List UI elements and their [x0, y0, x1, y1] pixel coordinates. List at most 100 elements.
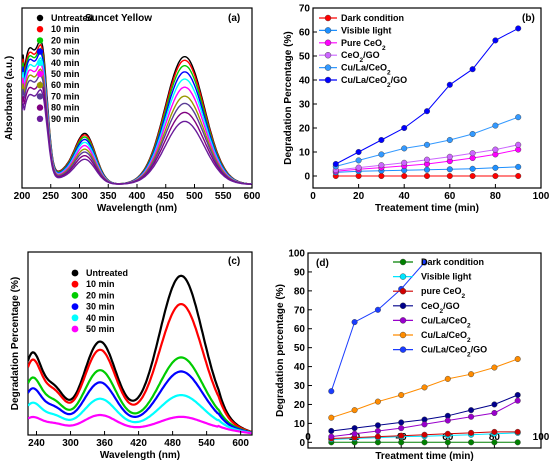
data-point	[491, 439, 498, 446]
legend-marker	[324, 27, 332, 34]
data-point	[514, 397, 521, 404]
series-line	[28, 302, 252, 434]
x-tick-label: 240	[28, 438, 45, 449]
x-tick-label: 100	[533, 191, 550, 202]
data-point	[421, 421, 428, 428]
data-point	[401, 159, 408, 166]
panel-c: 240 300 360 420 480 540 600 Wavelength (nm) Degr…	[10, 251, 253, 461]
data-point	[468, 371, 475, 378]
y-tick-label: 100	[288, 249, 305, 260]
x-tick-label: 540	[198, 438, 215, 449]
legend-label: Cu/La/CeO2/GO	[341, 75, 407, 89]
legend-marker	[36, 115, 44, 123]
legend-label: 40 min	[86, 313, 115, 323]
data-point	[469, 66, 476, 73]
legend-label: 30 min	[51, 47, 80, 57]
x-axis-label: Treatement time (min)	[375, 203, 479, 214]
y-tick-label: 0	[304, 172, 310, 183]
legend-marker	[71, 303, 79, 310]
data-point	[378, 162, 385, 169]
data-point	[446, 172, 453, 179]
data-point	[515, 163, 522, 170]
data-point	[421, 384, 428, 391]
legend-label: 40 min	[51, 58, 80, 68]
data-point	[421, 439, 428, 446]
series-line	[28, 274, 252, 434]
legend-label: Visible light	[421, 272, 471, 282]
data-point	[492, 146, 499, 153]
y-axis-label: Degradation Percentage (%)	[283, 31, 294, 164]
y-tick-label: 70	[294, 305, 306, 316]
data-point	[424, 108, 431, 115]
y-tick-label: 60	[299, 28, 311, 39]
data-point	[401, 172, 408, 179]
data-point	[398, 439, 405, 446]
x-tick-label: 350	[100, 191, 117, 202]
y-tick-label: 30	[294, 381, 306, 392]
x-tick-label: 360	[96, 438, 113, 449]
x-tick-label: 20	[353, 191, 365, 202]
legend-label: pure CeO2	[421, 286, 466, 300]
legend-marker	[71, 314, 79, 322]
data-point	[424, 156, 431, 163]
panel-b: 0 20 40 60 80 100 Treatement time (min) 0 10 20 30…	[283, 4, 550, 215]
x-tick-label: 300	[71, 191, 88, 202]
x-tick-label: 80	[490, 191, 502, 202]
data-point	[469, 130, 476, 137]
x-tick-label: 80	[489, 432, 501, 443]
panel-label: (a)	[228, 13, 240, 24]
data-point	[491, 401, 498, 408]
x-tick-label: 100	[533, 432, 550, 443]
legend-label: 90 min	[51, 114, 80, 124]
y-tick-label: 70	[299, 4, 311, 15]
x-tick-label: 40	[399, 191, 411, 202]
series-line	[22, 88, 252, 185]
data-point	[355, 157, 362, 164]
data-point	[514, 428, 521, 435]
y-tick-label: 50	[294, 343, 306, 354]
series-group	[28, 274, 252, 435]
legend-label: Cu/La/CeO2	[341, 63, 391, 77]
data-point	[469, 165, 476, 172]
panel-label: (c)	[228, 256, 240, 267]
series-line	[28, 370, 252, 434]
legend-label: Cu/La/CeO2	[421, 315, 471, 329]
legend-marker	[36, 37, 44, 44]
data-point	[491, 409, 498, 416]
series-line	[28, 413, 252, 435]
x-axis-label: Wavelength (nm)	[97, 203, 177, 214]
data-point	[492, 172, 499, 179]
x-tick-label: 600	[232, 438, 249, 449]
data-point	[328, 388, 335, 395]
legend-label: 50 min	[86, 324, 115, 334]
legend-label: Untreated	[51, 13, 93, 23]
x-axis-label: Wavelength (nm)	[100, 450, 180, 461]
data-point	[378, 151, 385, 158]
x-tick-label: 300	[62, 438, 79, 449]
data-point	[378, 172, 385, 179]
data-point	[398, 419, 405, 426]
data-point	[328, 433, 335, 440]
legend-marker	[71, 325, 79, 333]
legend-label: CeO2/GO	[421, 301, 460, 315]
y-tick-label: 80	[294, 286, 306, 297]
data-point	[469, 150, 476, 157]
data-point	[515, 141, 522, 148]
legend-label: Dark condition	[341, 13, 404, 23]
data-point	[469, 172, 476, 179]
legend-label: Dark condition	[421, 257, 484, 267]
data-point	[514, 391, 521, 398]
data-point	[351, 407, 358, 414]
data-point	[444, 430, 451, 437]
series-line	[330, 262, 425, 392]
data-point	[328, 414, 335, 421]
x-tick-label: 450	[157, 191, 174, 202]
legend-marker	[36, 26, 44, 33]
x-tick-label: 200	[14, 191, 31, 202]
legend-label: 50 min	[51, 69, 80, 79]
data-point	[446, 81, 453, 88]
legend-label: 30 min	[86, 302, 115, 312]
plot-frame	[307, 252, 542, 449]
x-tick-label: 480	[164, 438, 181, 449]
x-tick-label: 0	[305, 432, 311, 443]
